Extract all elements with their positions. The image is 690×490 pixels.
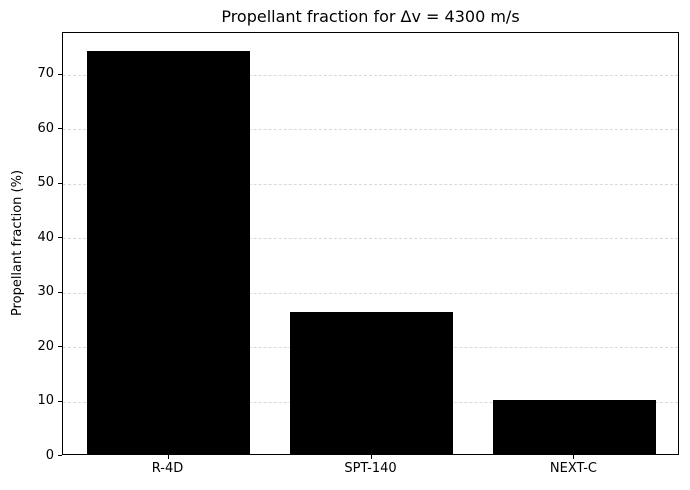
ytick-label-0: 0 <box>45 447 54 463</box>
ytick-mark-20 <box>58 346 62 348</box>
ytick-label-20: 20 <box>37 338 54 354</box>
bar-R-4D <box>87 51 250 454</box>
chart-title: Propellant fraction for Δv = 4300 m/s <box>221 7 520 26</box>
ytick-mark-30 <box>58 291 62 293</box>
ytick-label-60: 60 <box>37 120 54 136</box>
ytick-mark-10 <box>58 400 62 402</box>
ytick-label-50: 50 <box>37 175 54 191</box>
bar-NEXT-C <box>493 400 656 454</box>
gridline-y-50 <box>63 183 678 185</box>
ytick-mark-50 <box>58 182 62 184</box>
xtick-mark-SPT-140 <box>370 455 372 459</box>
ytick-label-70: 70 <box>37 66 54 82</box>
xtick-label-R-4D: R-4D <box>151 461 184 476</box>
xtick-label-NEXT-C: NEXT-C <box>549 461 598 476</box>
plot-area <box>62 32 679 455</box>
ytick-mark-60 <box>58 128 62 130</box>
ytick-mark-70 <box>58 73 62 75</box>
ytick-label-10: 10 <box>37 393 54 409</box>
ytick-label-30: 30 <box>37 284 54 300</box>
ytick-label-40: 40 <box>37 229 54 245</box>
gridline-y-30 <box>63 292 678 294</box>
bar-SPT-140 <box>290 312 453 454</box>
ytick-mark-40 <box>58 237 62 239</box>
gridline-y-40 <box>63 238 678 240</box>
ytick-mark-0 <box>58 455 62 456</box>
xtick-label-SPT-140: SPT-140 <box>344 461 397 476</box>
xtick-mark-NEXT-C <box>573 455 575 459</box>
gridline-y-70 <box>63 74 678 76</box>
xtick-mark-R-4D <box>167 455 169 459</box>
gridline-y-60 <box>63 129 678 131</box>
